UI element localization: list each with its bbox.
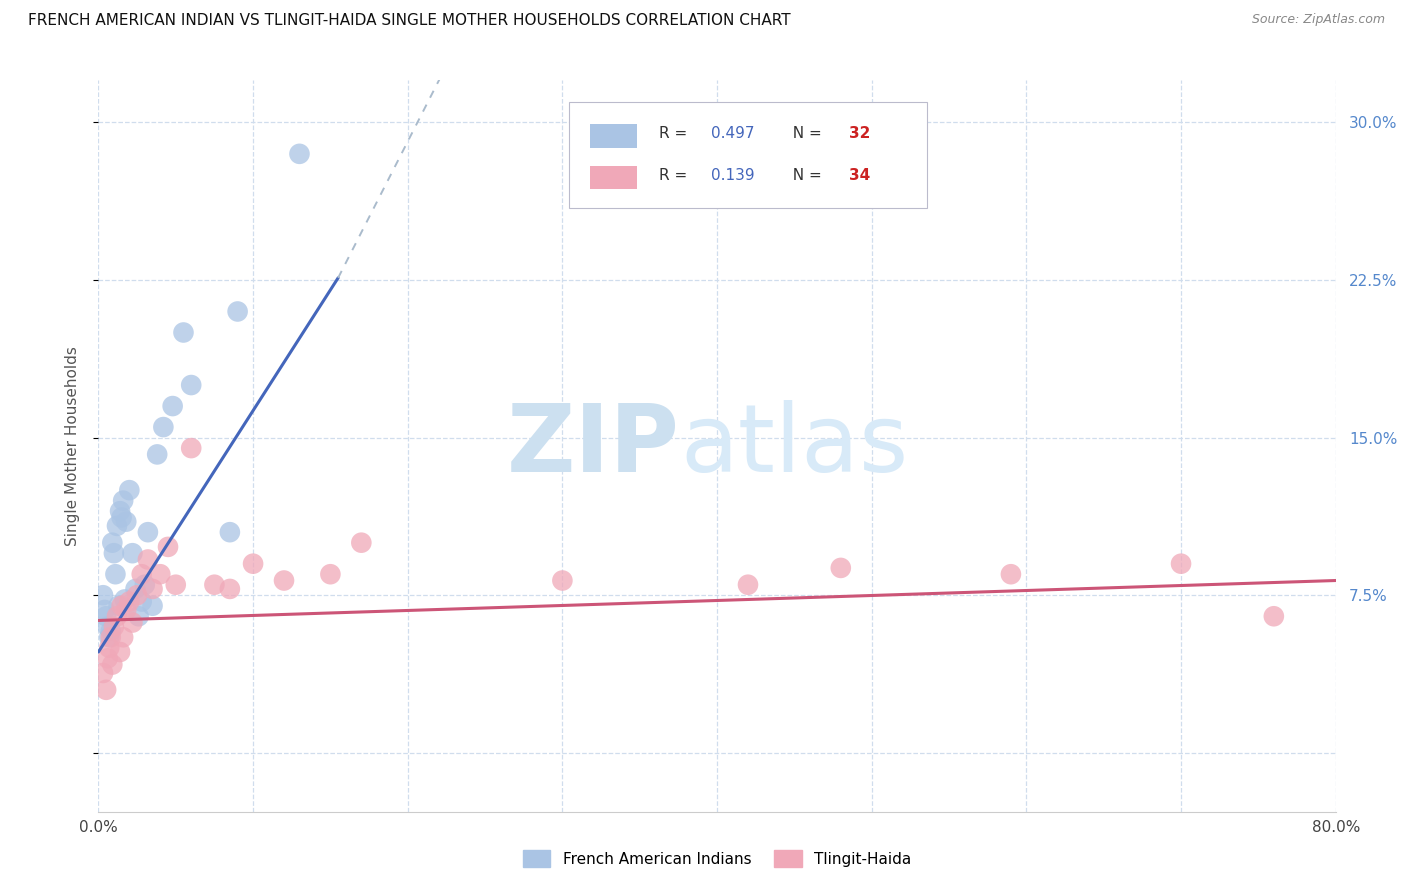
Point — [350, 535, 373, 549]
FancyBboxPatch shape — [589, 124, 637, 147]
Point — [242, 557, 264, 571]
Point — [101, 657, 124, 672]
Text: R =: R = — [659, 168, 692, 183]
Point — [91, 665, 114, 680]
Point — [111, 510, 134, 524]
Point — [830, 561, 852, 575]
Point — [226, 304, 249, 318]
Point — [105, 609, 128, 624]
Point — [112, 630, 135, 644]
Point — [121, 546, 143, 560]
Point — [219, 582, 242, 596]
Text: Source: ZipAtlas.com: Source: ZipAtlas.com — [1251, 13, 1385, 27]
Point — [97, 620, 120, 634]
Point — [219, 525, 242, 540]
Point — [108, 645, 131, 659]
Text: 34: 34 — [849, 168, 870, 183]
Point — [108, 504, 131, 518]
Point — [115, 515, 138, 529]
Point — [180, 378, 202, 392]
Text: FRENCH AMERICAN INDIAN VS TLINGIT-HAIDA SINGLE MOTHER HOUSEHOLDS CORRELATION CHA: FRENCH AMERICAN INDIAN VS TLINGIT-HAIDA … — [28, 13, 790, 29]
Point — [104, 567, 127, 582]
Point — [319, 567, 342, 582]
Point — [111, 599, 134, 613]
Y-axis label: Single Mother Households: Single Mother Households — [65, 346, 80, 546]
Point — [551, 574, 574, 588]
Point — [128, 609, 150, 624]
Text: 0.139: 0.139 — [711, 168, 755, 183]
Point — [136, 525, 159, 540]
Legend: French American Indians, Tlingit-Haida: French American Indians, Tlingit-Haida — [517, 844, 917, 873]
Point — [98, 630, 121, 644]
Point — [165, 578, 187, 592]
Point — [105, 519, 128, 533]
Point — [131, 594, 153, 608]
Point — [100, 630, 122, 644]
Point — [136, 552, 159, 566]
FancyBboxPatch shape — [589, 166, 637, 189]
Point — [288, 146, 311, 161]
Point — [91, 588, 114, 602]
Point — [93, 603, 115, 617]
Point — [100, 624, 122, 638]
Point — [124, 582, 146, 596]
Point — [121, 615, 143, 630]
Point — [204, 578, 226, 592]
Point — [98, 640, 121, 655]
Point — [273, 574, 295, 588]
Point — [131, 567, 153, 582]
Point — [146, 447, 169, 461]
Point — [115, 603, 138, 617]
Point — [737, 578, 759, 592]
Point — [101, 535, 124, 549]
Point — [96, 609, 118, 624]
Point — [152, 420, 174, 434]
Text: R =: R = — [659, 126, 692, 141]
Point — [118, 483, 141, 497]
Point — [142, 582, 165, 596]
Point — [127, 588, 149, 602]
Text: N =: N = — [783, 126, 827, 141]
Point — [1263, 609, 1285, 624]
Text: 0.497: 0.497 — [711, 126, 755, 141]
Point — [1000, 567, 1022, 582]
Point — [134, 578, 156, 592]
Point — [1170, 557, 1192, 571]
Point — [107, 599, 129, 613]
Point — [173, 326, 195, 340]
Text: N =: N = — [783, 168, 827, 183]
Point — [103, 546, 125, 560]
FancyBboxPatch shape — [568, 103, 928, 209]
Text: atlas: atlas — [681, 400, 908, 492]
Point — [97, 651, 120, 665]
Point — [103, 620, 125, 634]
Point — [162, 399, 184, 413]
Point — [118, 594, 141, 608]
Point — [142, 599, 165, 613]
Point — [112, 493, 135, 508]
Text: 32: 32 — [849, 126, 870, 141]
Text: ZIP: ZIP — [508, 400, 681, 492]
Point — [149, 567, 172, 582]
Point — [180, 441, 202, 455]
Point — [96, 682, 118, 697]
Point — [114, 592, 136, 607]
Point — [157, 540, 180, 554]
